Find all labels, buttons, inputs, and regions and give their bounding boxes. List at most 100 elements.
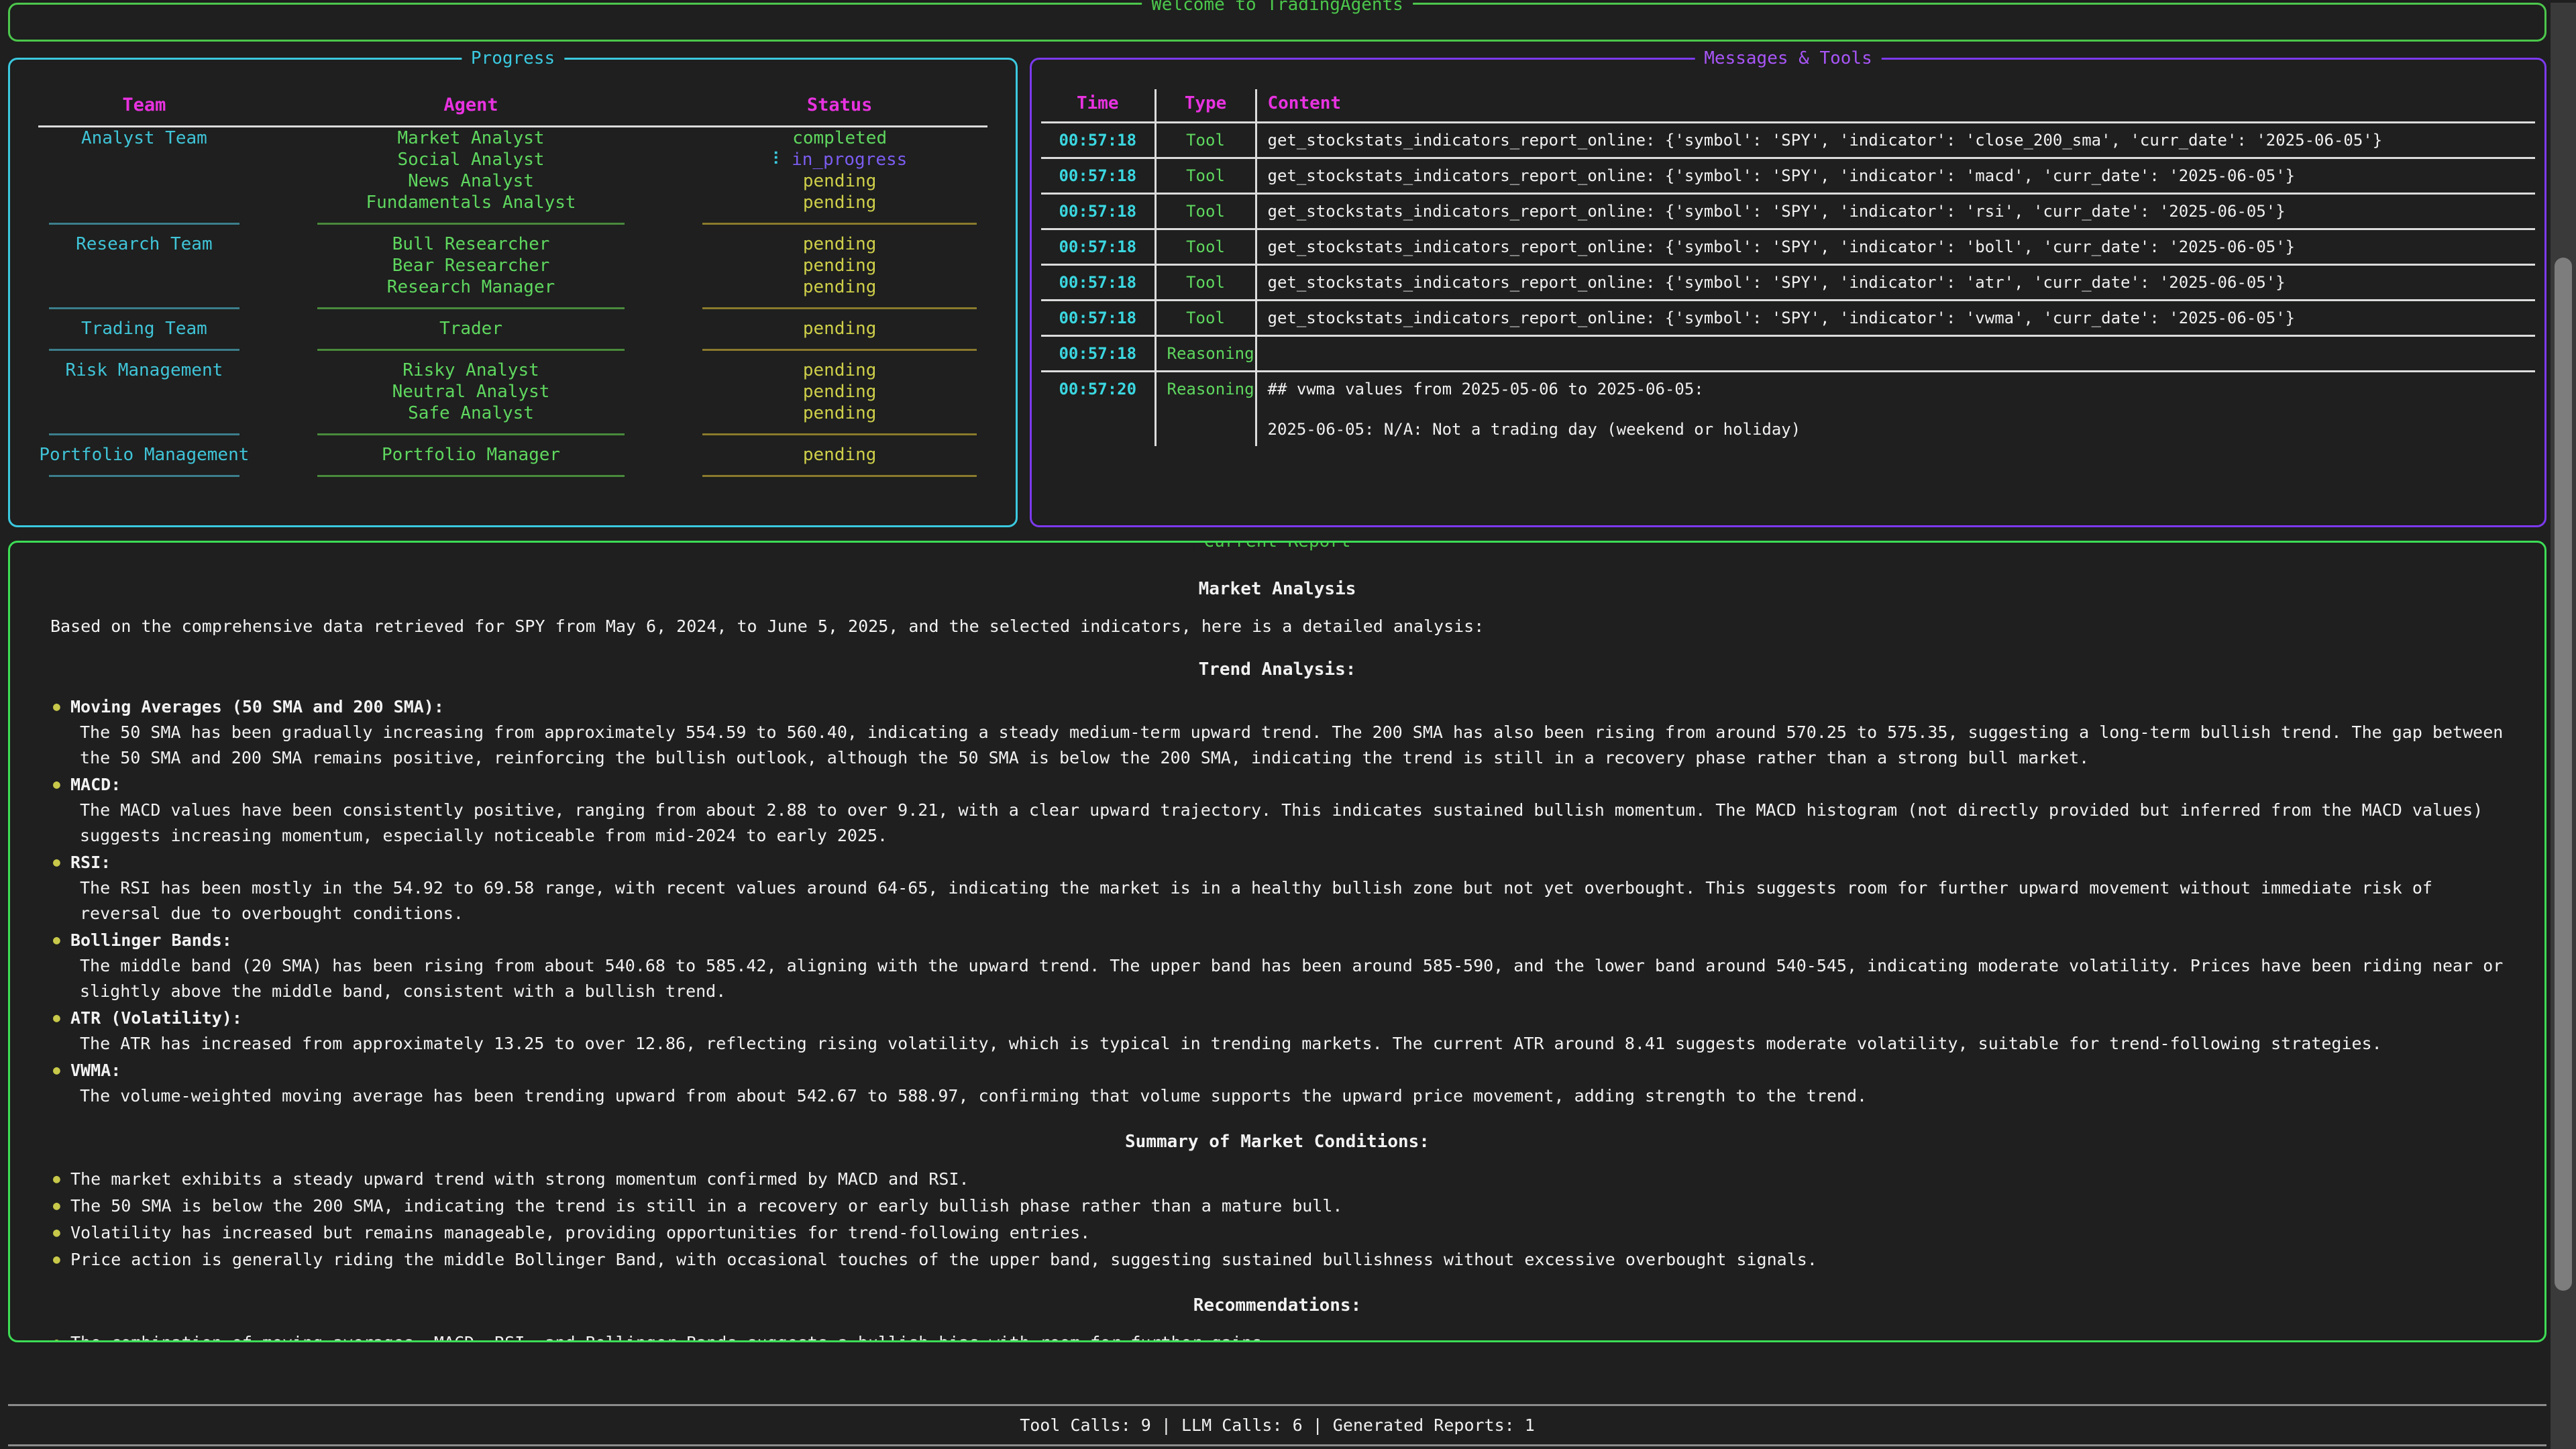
list-item: The market exhibits a steady upward tren… bbox=[50, 1167, 2504, 1192]
progress-cell-status: completed bbox=[663, 127, 1016, 149]
progress-header-rule-line bbox=[10, 125, 1016, 127]
progress-group-separator bbox=[10, 213, 1016, 233]
message-cell-type: Tool bbox=[1155, 264, 1257, 301]
progress-cell-agent: Social Analyst bbox=[397, 150, 545, 170]
list-item: VWMA: The volume-weighted moving average … bbox=[50, 1058, 2504, 1109]
message-cell-type: Reasoning bbox=[1155, 370, 1257, 446]
page-scrollbar-thumb[interactable] bbox=[2555, 258, 2572, 1291]
list-item-heading: ATR (Volatility): bbox=[70, 1008, 242, 1028]
messages-col-content: Content bbox=[1267, 93, 1342, 113]
progress-row: Social Analyst ⠇ in_progress bbox=[10, 149, 1016, 170]
progress-table-body: Analyst Team Market Analyst completed Socia… bbox=[10, 127, 1016, 486]
progress-separator-cell bbox=[10, 339, 278, 360]
message-cell-time: 00:57:18 bbox=[1041, 121, 1157, 158]
status-badge: pending bbox=[802, 382, 877, 402]
progress-separator-cell bbox=[10, 424, 278, 444]
message-cell-time: 00:57:20 bbox=[1041, 370, 1157, 446]
message-cell-type: Tool bbox=[1155, 228, 1257, 265]
progress-separator-cell bbox=[278, 213, 664, 233]
list-item: ATR (Volatility): The ATR has increased f… bbox=[50, 1006, 2504, 1057]
list-item-body: The RSI has been mostly in the 54.92 to … bbox=[80, 878, 2432, 923]
table-row: 00:57:18 Tool get_stockstats_indicators_re… bbox=[1041, 299, 2535, 336]
progress-cell-agent: Trader bbox=[439, 319, 502, 339]
welcome-title: Welcome to TradingAgents bbox=[1142, 0, 1413, 17]
progress-cell-agent: Safe Analyst bbox=[408, 403, 534, 423]
status-badge: pending bbox=[802, 360, 877, 380]
progress-cell-agent: Bear Researcher bbox=[392, 256, 550, 276]
progress-group-separator bbox=[10, 339, 1016, 360]
message-cell-content: get_stockstats_indicators_report_online:… bbox=[1256, 299, 2535, 336]
progress-panel-title: Progress bbox=[461, 46, 565, 70]
list-item: RSI: The RSI has been mostly in the 54.92… bbox=[50, 850, 2504, 926]
progress-table-header-row: Team Agent Status bbox=[10, 89, 1016, 125]
list-item-heading: MACD: bbox=[70, 775, 121, 794]
progress-cell-team bbox=[10, 170, 278, 192]
progress-cell-agent: News Analyst bbox=[408, 171, 534, 191]
list-item: Bollinger Bands: The middle band (20 SMA)… bbox=[50, 928, 2504, 1004]
report-summary-list: The market exhibits a steady upward tren… bbox=[50, 1167, 2504, 1273]
progress-cell-status: ⠇ in_progress bbox=[663, 149, 1016, 170]
progress-col-status: Status bbox=[806, 95, 873, 115]
progress-cell-status: pending bbox=[663, 233, 1016, 255]
progress-col-agent: Agent bbox=[443, 95, 498, 115]
message-cell-time: 00:57:18 bbox=[1041, 264, 1157, 301]
messages-col-time: Time bbox=[1041, 89, 1157, 123]
list-item: Volatility has increased but remains man… bbox=[50, 1220, 2504, 1246]
message-cell-content: get_stockstats_indicators_report_online:… bbox=[1256, 228, 2535, 265]
progress-row: Risk Management Risky Analyst pending bbox=[10, 360, 1016, 381]
footer-stats: Tool Calls: 9 | LLM Calls: 6 | Generated… bbox=[1020, 1415, 1535, 1435]
progress-row: Portfolio Management Portfolio Manager pen… bbox=[10, 444, 1016, 466]
message-cell-time: 00:57:18 bbox=[1041, 193, 1157, 229]
progress-cell-status: pending bbox=[663, 360, 1016, 381]
message-cell-content: get_stockstats_indicators_report_online:… bbox=[1256, 121, 2535, 158]
progress-cell-agent: Bull Researcher bbox=[392, 234, 550, 254]
list-item-body: The middle band (20 SMA) has been rising… bbox=[80, 956, 2504, 1001]
table-row: 00:57:18 Tool get_stockstats_indicators_re… bbox=[1041, 157, 2535, 194]
progress-cell-status: pending bbox=[663, 402, 1016, 424]
list-item-heading: Bollinger Bands: bbox=[70, 930, 232, 950]
progress-row: Research Team Bull Researcher pending bbox=[10, 233, 1016, 255]
progress-separator-cell bbox=[663, 339, 1016, 360]
report-heading-market-analysis: Market Analysis bbox=[1198, 579, 1356, 599]
progress-cell-team bbox=[10, 402, 278, 424]
status-footer: Tool Calls: 9 | LLM Calls: 6 | Generated… bbox=[8, 1404, 2546, 1446]
messages-scroll-area[interactable]: Time Type Content 00:57:18 Tool get_stocks… bbox=[1032, 89, 2544, 446]
status-badge: pending bbox=[802, 193, 877, 213]
progress-col-team: Team bbox=[122, 95, 166, 115]
status-badge: pending bbox=[802, 277, 877, 297]
progress-separator-cell bbox=[10, 213, 278, 233]
progress-cell-agent: Risky Analyst bbox=[402, 360, 539, 380]
dashboard-middle-row: Progress Team Agent Status Analyst Team M… bbox=[8, 46, 2546, 527]
status-badge: pending bbox=[802, 403, 877, 423]
page-scrollbar[interactable] bbox=[2551, 3, 2576, 1449]
message-cell-type: Tool bbox=[1155, 121, 1257, 158]
progress-cell-status: pending bbox=[663, 318, 1016, 339]
progress-separator-cell bbox=[278, 339, 664, 360]
message-cell-type: Tool bbox=[1155, 299, 1257, 336]
messages-header-row: Time Type Content bbox=[1041, 89, 2535, 123]
list-item-body: The volume-weighted moving average has b… bbox=[80, 1086, 1868, 1106]
list-item: The combination of moving averages, MACD… bbox=[50, 1330, 2504, 1340]
progress-separator-cell bbox=[663, 298, 1016, 318]
progress-panel: Progress Team Agent Status Analyst Team M… bbox=[8, 46, 1018, 527]
progress-cell-status: pending bbox=[663, 276, 1016, 298]
progress-separator-cell bbox=[278, 466, 664, 486]
list-item-body: The MACD values have been consistently p… bbox=[80, 800, 2483, 845]
progress-table: Team Agent Status Analyst Team Market Ana… bbox=[10, 89, 1016, 486]
progress-cell-team bbox=[10, 255, 278, 276]
progress-cell-team bbox=[10, 381, 278, 402]
progress-separator-cell bbox=[10, 298, 278, 318]
message-cell-content: ## vwma values from 2025-05-06 to 2025-0… bbox=[1256, 370, 2535, 446]
welcome-banner: Welcome to TradingAgents bbox=[8, 0, 2546, 42]
progress-cell-team: Analyst Team bbox=[80, 128, 207, 148]
progress-row: Analyst Team Market Analyst completed bbox=[10, 127, 1016, 149]
progress-row: Neutral Analyst pending bbox=[10, 381, 1016, 402]
table-row: 00:57:18 Reasoning bbox=[1041, 335, 2535, 372]
progress-cell-status: pending bbox=[663, 444, 1016, 466]
progress-row: Bear Researcher pending bbox=[10, 255, 1016, 276]
progress-separator-cell bbox=[278, 298, 664, 318]
progress-group-separator bbox=[10, 424, 1016, 444]
spinner-icon: ⠇ bbox=[772, 150, 786, 170]
progress-cell-agent: Research Manager bbox=[386, 277, 555, 297]
table-row: 00:57:18 Tool get_stockstats_indicators_re… bbox=[1041, 121, 2535, 158]
